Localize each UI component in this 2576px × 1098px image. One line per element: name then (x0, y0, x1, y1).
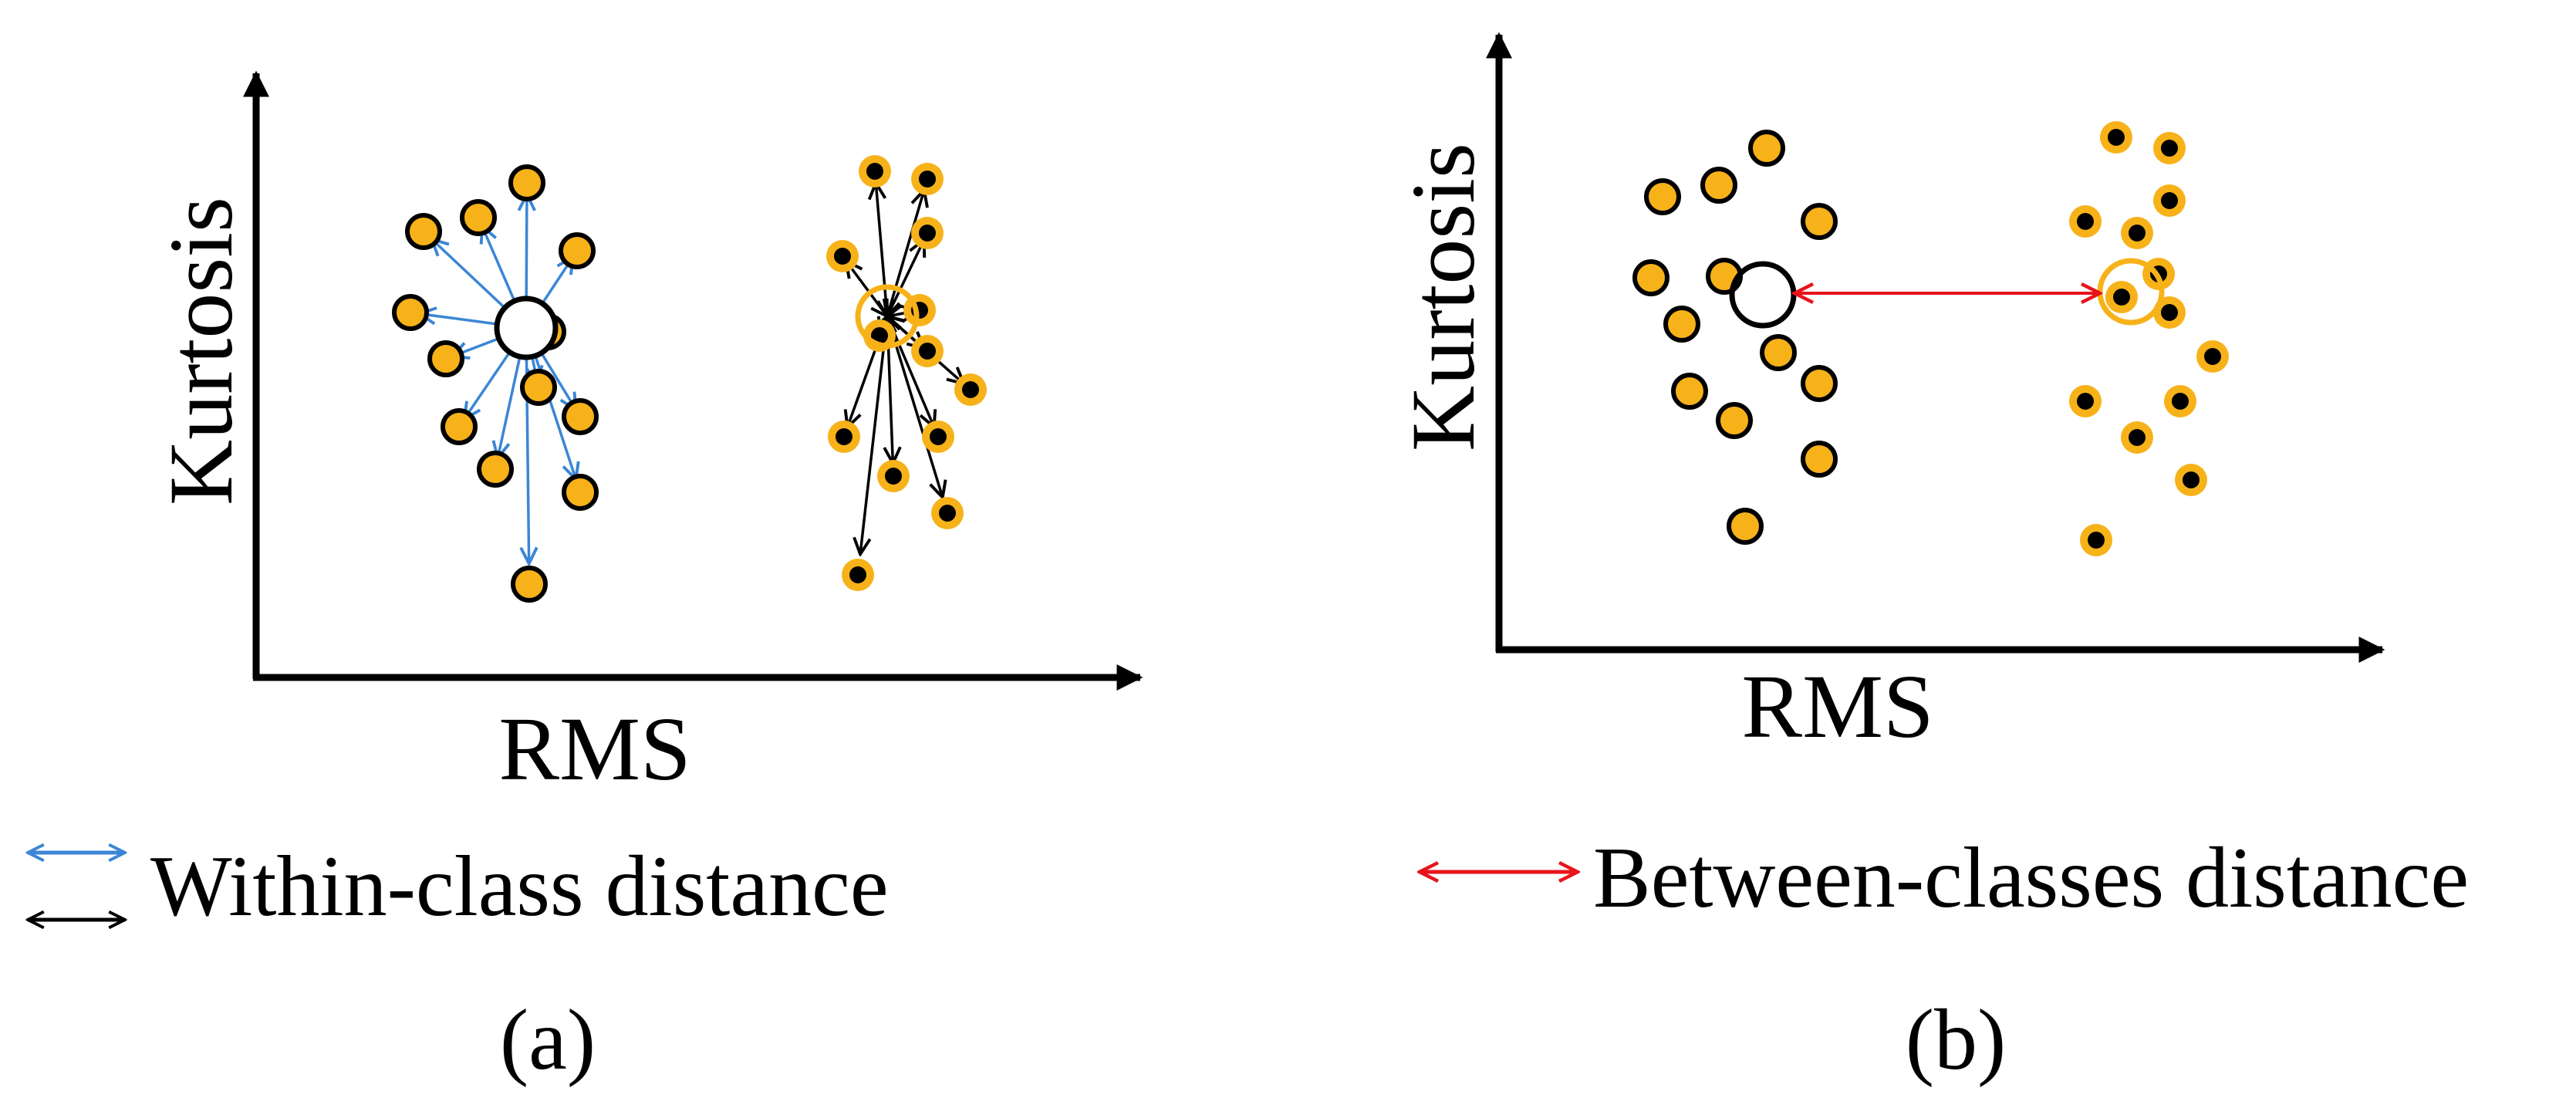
panel-b-legend-text: Between-classes distance (1593, 830, 2469, 926)
data-point (1801, 441, 1838, 478)
data-point (1801, 203, 1838, 240)
data-point (1700, 167, 1737, 204)
data-point-core (2129, 225, 2146, 242)
within-class-arrow (887, 240, 924, 316)
data-point-core (2161, 140, 2178, 157)
data-point-core (2113, 289, 2130, 306)
data-point-core (2183, 471, 2200, 488)
data-point-core (2204, 348, 2221, 365)
data-point-core (885, 468, 902, 485)
panel-b-x-axis-label: RMS (1741, 656, 1933, 757)
data-point-core (836, 428, 852, 445)
data-point-core (930, 428, 947, 445)
panel-a-legend-text: Within-class distance (150, 839, 889, 934)
panel-b-y-axis-label: Kurtosis (1393, 143, 1494, 451)
data-point (562, 398, 599, 435)
data-point-core (2172, 393, 2189, 410)
panel-a-y-axis-label: Kurtosis (150, 197, 252, 505)
data-point (1801, 365, 1838, 402)
data-point-core (919, 225, 936, 242)
data-point-core (2161, 192, 2178, 209)
within-class-arrow (860, 316, 887, 554)
within-class-arrow (526, 328, 529, 563)
data-point (427, 340, 464, 377)
panel-b-points-class-1 (1632, 130, 1838, 545)
data-point-core (2077, 393, 2094, 410)
data-point-core (2088, 532, 2105, 549)
data-point (1748, 130, 1785, 167)
data-point-core (939, 505, 956, 522)
panel-a: Kurtosis RMS Within-class distance (a) (28, 70, 1143, 1088)
panel-a-x-axis-label: RMS (498, 698, 690, 799)
data-point (405, 213, 442, 250)
data-point-core (919, 171, 936, 188)
data-point (1632, 259, 1670, 296)
panel-a-points-class-1 (392, 164, 599, 603)
panel-b: Kurtosis RMS Between-classes distance (b… (1393, 32, 2469, 1088)
data-point-core (2108, 129, 2125, 146)
panel-b-label: (b) (1906, 992, 2007, 1088)
panel-b-centroid-class-1 (1729, 261, 1797, 329)
data-point (1644, 178, 1681, 215)
data-point (441, 408, 478, 445)
within-class-arrow (846, 261, 887, 316)
data-point (460, 199, 497, 236)
data-point (520, 369, 557, 406)
data-point-core (2129, 429, 2146, 446)
data-point-core (2077, 213, 2094, 230)
data-point-core (866, 163, 883, 180)
panel-a-centroid-class-2 (855, 284, 920, 349)
panel-b-points-class-2 (2069, 121, 2229, 556)
data-point-core (962, 381, 979, 398)
data-point (508, 164, 545, 201)
data-point-core (871, 327, 888, 344)
data-point (559, 232, 596, 269)
data-point (562, 474, 599, 511)
data-point (1760, 334, 1797, 371)
panel-a-label: (a) (500, 992, 596, 1088)
data-point-core (919, 343, 936, 360)
data-point (477, 451, 514, 488)
data-point-core (834, 248, 851, 265)
data-point (511, 566, 548, 603)
data-point (392, 294, 429, 331)
data-point-core (849, 566, 866, 583)
data-point (1716, 402, 1753, 439)
panel-a-points-class-2 (826, 155, 987, 591)
within-class-arrow (876, 183, 887, 316)
data-point (1671, 373, 1708, 410)
data-point-core (2161, 304, 2178, 321)
data-point (1727, 508, 1764, 545)
data-point (1663, 306, 1700, 343)
panel-a-centroid-class-1 (494, 296, 559, 360)
